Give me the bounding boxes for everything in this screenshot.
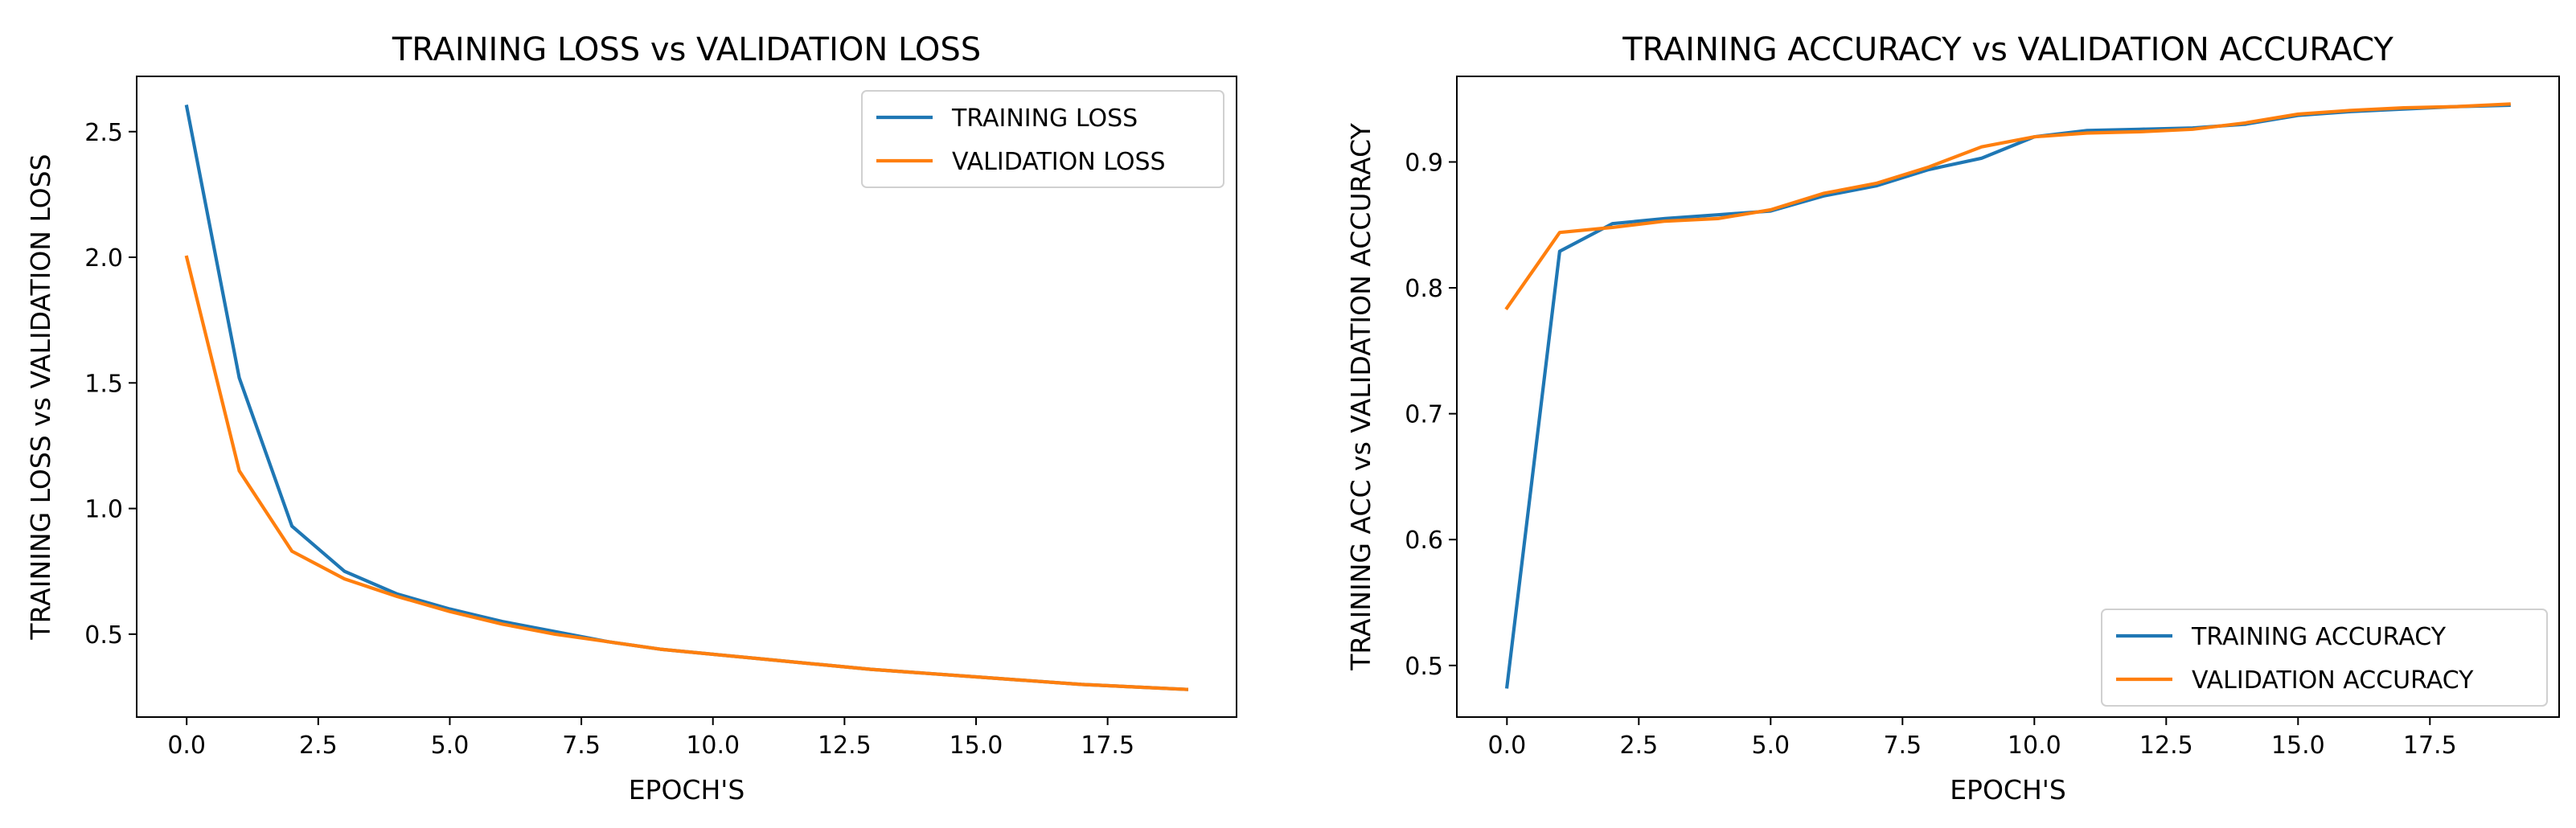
chart1-axes-frame — [1456, 76, 2560, 718]
chart1-ylabel: TRAINING ACC vs VALIDATION ACCURACY — [1345, 122, 1376, 670]
chart1-ytick-label: 0.5 — [1405, 653, 1443, 681]
chart0-xtick-label: 0.0 — [167, 732, 206, 760]
chart1-ytick-label: 0.6 — [1405, 527, 1443, 555]
chart1-xtick-label: 5.0 — [1751, 732, 1790, 760]
chart1-legend-label-1: VALIDATION ACCURACY — [2192, 666, 2474, 695]
chart1-ytick-label: 0.7 — [1405, 401, 1443, 429]
chart0-xtick-label: 10.0 — [686, 732, 740, 760]
chart1-xtick-label: 7.5 — [1883, 732, 1922, 760]
chart0-legend-box — [861, 90, 1224, 188]
chart1-xtick-label: 12.5 — [2139, 732, 2193, 760]
chart1-xtick-label: 10.0 — [2008, 732, 2061, 760]
chart0-title: TRAINING LOSS vs VALIDATION LOSS — [392, 31, 981, 68]
chart0-series-1-line — [184, 255, 1188, 691]
chart0-xtick-label: 17.5 — [1081, 732, 1134, 760]
chart0-xtick-label: 7.5 — [562, 732, 601, 760]
chart1-series-0-line — [1504, 103, 2511, 689]
chart0-ytick-label: 0.5 — [84, 621, 123, 650]
chart0-axes-frame — [136, 76, 1237, 718]
chart1-xtick-label: 17.5 — [2403, 732, 2457, 760]
chart1-plot: TRAINING ACCURACY vs VALIDATION ACCURACY… — [1345, 31, 2560, 805]
chart0-xtick-label: 15.0 — [950, 732, 1003, 760]
chart1-legend: TRAINING ACCURACY VALIDATION ACCURACY — [2101, 609, 2548, 707]
chart0-ytick-label: 2.5 — [84, 119, 123, 147]
chart1-ytick-label: 0.8 — [1405, 275, 1443, 303]
chart0-legend-label-1: VALIDATION LOSS — [952, 148, 1166, 176]
chart1-legend-box — [2101, 609, 2548, 707]
chart1-series-1-line — [1504, 102, 2511, 311]
chart1-xtick-label: 0.0 — [1487, 732, 1526, 760]
chart0-xlabel: EPOCH'S — [629, 774, 745, 805]
chart0-xtick-label: 2.5 — [299, 732, 338, 760]
chart1-xtick-label: 15.0 — [2271, 732, 2325, 760]
chart0-legend: TRAINING LOSS VALIDATION LOSS — [861, 90, 1224, 188]
chart0-plot: TRAINING LOSS vs VALIDATION LOSS 0.0 2.5 5.… — [25, 31, 1237, 805]
chart1-xlabel: EPOCH'S — [1950, 774, 2066, 805]
chart0-legend-label-0: TRAINING LOSS — [951, 105, 1138, 133]
chart1-xtick-label: 2.5 — [1619, 732, 1658, 760]
chart0-series-0-line — [184, 105, 1188, 691]
chart0-ytick-label: 2.0 — [84, 244, 123, 273]
chart1-legend-label-0: TRAINING ACCURACY — [2191, 623, 2447, 651]
chart0-ytick-label: 1.0 — [84, 496, 123, 524]
chart1-ytick-label: 0.9 — [1405, 149, 1443, 177]
chart0-xtick-label: 12.5 — [818, 732, 872, 760]
chart1-title: TRAINING ACCURACY vs VALIDATION ACCURACY — [1622, 31, 2393, 68]
chart0-ytick-label: 1.5 — [84, 370, 123, 398]
chart0-xtick-label: 5.0 — [431, 732, 470, 760]
chart0-ylabel: TRAINING LOSS vs VALIDATION LOSS — [25, 154, 56, 640]
